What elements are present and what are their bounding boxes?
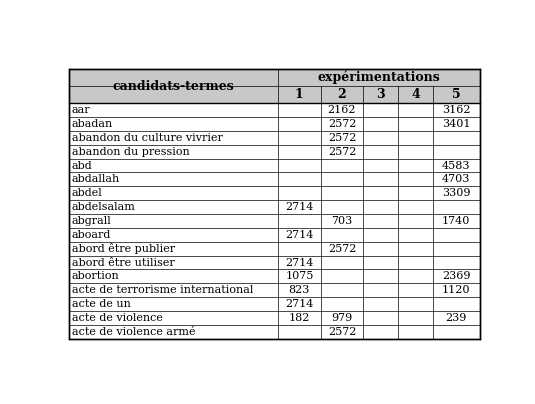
Text: 1120: 1120 [442, 285, 471, 295]
Text: abandon du culture vivrier: abandon du culture vivrier [72, 133, 223, 143]
Text: 1740: 1740 [442, 216, 470, 226]
Bar [69, 242, 479, 256]
Text: abdel: abdel [72, 188, 103, 198]
Text: 2: 2 [338, 88, 346, 101]
Text: acte de violence armé: acte de violence armé [72, 327, 195, 337]
Bar [69, 269, 479, 283]
Text: 2714: 2714 [285, 299, 314, 309]
Text: aboard: aboard [72, 230, 111, 240]
Text: abord être publier: abord être publier [72, 243, 175, 254]
Text: abadan: abadan [72, 119, 113, 129]
Bar [69, 256, 479, 269]
Text: 2572: 2572 [328, 119, 356, 129]
Text: 3309: 3309 [442, 188, 471, 198]
Text: abord être utiliser: abord être utiliser [72, 257, 174, 267]
Text: 1: 1 [295, 88, 304, 101]
Bar [69, 69, 479, 339]
Bar [69, 69, 278, 103]
Text: 703: 703 [331, 216, 353, 226]
Text: 2572: 2572 [328, 147, 356, 157]
Text: 2162: 2162 [328, 105, 356, 115]
Bar [398, 86, 433, 103]
Text: 3162: 3162 [442, 105, 471, 115]
Text: 2369: 2369 [442, 271, 471, 282]
Bar [433, 86, 479, 103]
Text: abandon du pression: abandon du pression [72, 147, 190, 157]
Text: abgrall: abgrall [72, 216, 112, 226]
Text: aar: aar [72, 105, 90, 115]
Text: 182: 182 [289, 313, 310, 323]
Text: 239: 239 [446, 313, 467, 323]
Bar [69, 186, 479, 200]
Bar [69, 200, 479, 214]
Bar [69, 228, 479, 242]
Bar [69, 325, 479, 339]
Bar [69, 69, 479, 339]
Bar [69, 173, 479, 186]
Text: 3: 3 [377, 88, 385, 101]
Text: abdelsalam: abdelsalam [72, 202, 136, 212]
Text: 823: 823 [289, 285, 310, 295]
Text: 1075: 1075 [285, 271, 314, 282]
Bar [278, 86, 320, 103]
Bar [69, 145, 479, 159]
Text: 4: 4 [411, 88, 420, 101]
Text: 4583: 4583 [442, 160, 471, 170]
Text: 2714: 2714 [285, 202, 314, 212]
Bar [69, 311, 479, 325]
Bar [69, 117, 479, 131]
Text: 4703: 4703 [442, 175, 470, 184]
Text: abd: abd [72, 160, 93, 170]
Text: expérimentations: expérimentations [317, 71, 440, 84]
Text: 979: 979 [331, 313, 353, 323]
Text: 2572: 2572 [328, 133, 356, 143]
Bar [69, 214, 479, 228]
Bar [278, 69, 479, 86]
Bar [69, 131, 479, 145]
Text: 2572: 2572 [328, 327, 356, 337]
Text: 5: 5 [452, 88, 461, 101]
Bar [69, 103, 479, 117]
Bar [69, 283, 479, 297]
Text: 2572: 2572 [328, 244, 356, 254]
Bar [69, 297, 479, 311]
Text: abortion: abortion [72, 271, 120, 282]
Text: acte de un: acte de un [72, 299, 131, 309]
Text: candidats-termes: candidats-termes [112, 80, 234, 93]
Text: acte de violence: acte de violence [72, 313, 163, 323]
Text: 3401: 3401 [442, 119, 471, 129]
Text: acte de terrorisme international: acte de terrorisme international [72, 285, 253, 295]
Text: 2714: 2714 [285, 230, 314, 240]
Bar [320, 86, 363, 103]
Bar [69, 159, 479, 173]
Text: abdallah: abdallah [72, 175, 120, 184]
Bar [363, 86, 398, 103]
Text: 2714: 2714 [285, 257, 314, 267]
